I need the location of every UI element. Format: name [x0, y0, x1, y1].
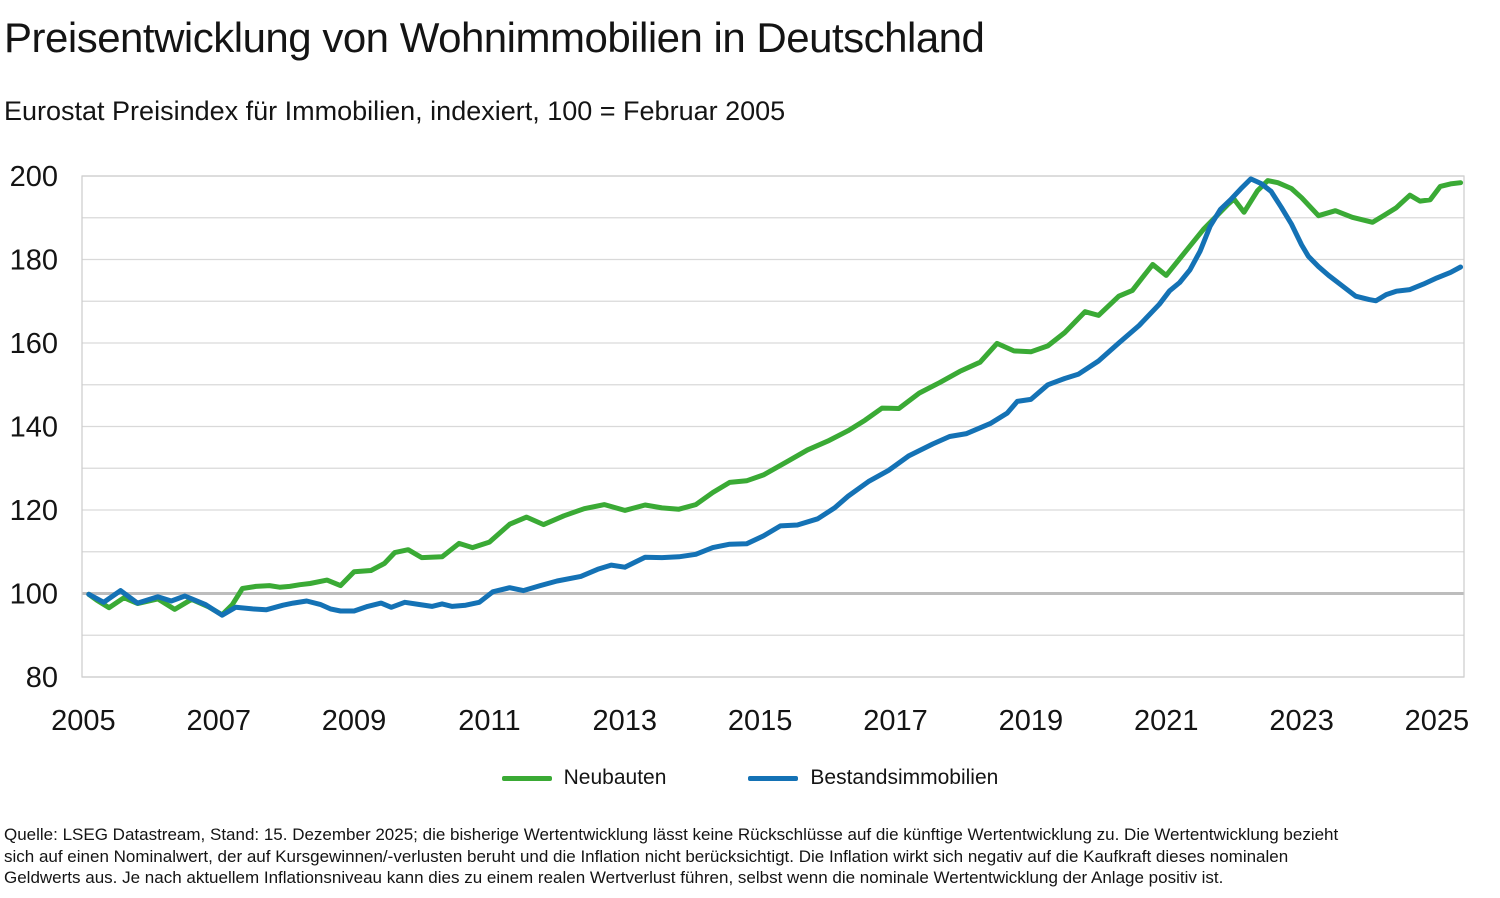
series-line-neubauten	[86, 178, 1464, 618]
y-axis-tick-label: 140	[10, 412, 58, 444]
x-axis-tick-label: 2019	[999, 705, 1064, 737]
x-axis-tick-label: 2023	[1269, 705, 1334, 737]
y-axis-tick-label: 120	[10, 495, 58, 527]
x-axis-tick-label: 2011	[458, 705, 520, 737]
series-line-bestandsimmobilien	[86, 176, 1464, 618]
y-axis-tick-label: 180	[10, 245, 58, 277]
source-disclaimer: Quelle: LSEG Datastream, Stand: 15. Deze…	[4, 825, 1339, 888]
legend-item-neubauten: Neubauten	[501, 766, 667, 790]
page-title: Preisentwicklung von Wohnimmobilien in D…	[4, 14, 985, 61]
neubauten-line-swatch	[501, 775, 552, 781]
y-axis-tick-label: 160	[10, 328, 58, 360]
chart-legend: Neubauten Bestandsimmobilien	[0, 766, 1500, 790]
x-axis-tick-label: 2009	[322, 705, 387, 737]
x-axis-tick-label: 2025	[1405, 705, 1470, 737]
y-axis-tick-label: 100	[10, 579, 58, 611]
x-axis-tick-label: 2005	[51, 705, 116, 737]
x-axis-tick-label: 2017	[863, 705, 928, 737]
page-subtitle: Eurostat Preisindex für Immobilien, inde…	[4, 96, 786, 126]
x-axis-tick-label: 2015	[728, 705, 793, 737]
y-axis-tick-label: 200	[10, 161, 58, 193]
x-axis-tick-label: 2013	[593, 705, 658, 737]
x-axis-tick-label: 2007	[186, 705, 251, 737]
x-axis-tick-label: 2021	[1134, 705, 1199, 737]
legend-label-neubauten: Neubauten	[563, 766, 667, 789]
legend-item-bestandsimmobilien: Bestandsimmobilien	[748, 766, 998, 790]
y-axis-tick-label: 80	[26, 662, 58, 694]
bestandsimmobilien-line-swatch	[748, 775, 799, 781]
legend-label-bestandsimmobilien: Bestandsimmobilien	[810, 766, 999, 789]
plot-border	[81, 175, 1465, 678]
